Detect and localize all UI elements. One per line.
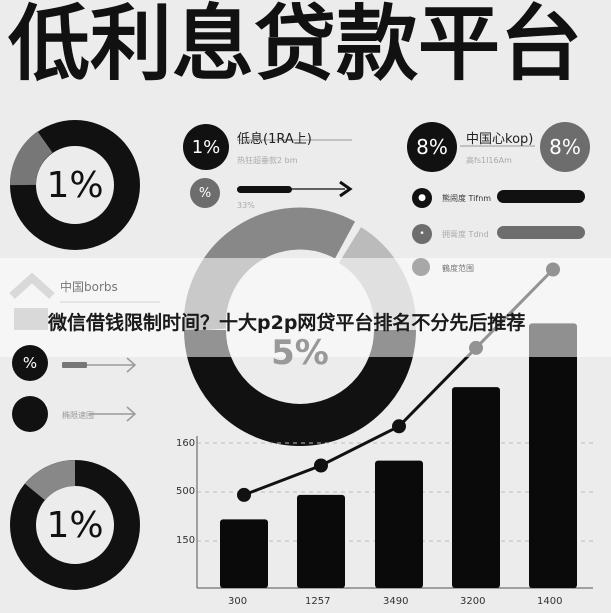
- row-label: 熊闹度 Tifnm: [442, 194, 492, 203]
- donut-bottom-left: [10, 460, 140, 590]
- progress-label: 33%: [237, 201, 255, 210]
- trend-point: [314, 458, 328, 473]
- row-bar: [497, 226, 585, 239]
- y-tick: 500: [176, 486, 196, 497]
- monitor-badge: [12, 396, 48, 432]
- percent-badge: %: [190, 178, 220, 208]
- x-tick: 3200: [460, 596, 486, 607]
- clock-icon: ●: [412, 188, 432, 208]
- x-tick: 1400: [537, 596, 563, 607]
- progress-bar: [237, 186, 292, 193]
- row-label: 拥膏度 Tdnd: [442, 230, 489, 239]
- bar: [375, 460, 423, 588]
- x-tick: 1257: [305, 596, 331, 607]
- item-title: 低息(1RA上): [237, 132, 312, 147]
- banner-overlay: [0, 258, 611, 357]
- rate-badge: 8%: [407, 122, 457, 172]
- banner-headline[interactable]: 微信借钱限制时间？十大p2p网贷平台排名不分先后推荐: [48, 312, 526, 334]
- row-label: 鶴度范围: [442, 264, 474, 273]
- row-bar: [497, 190, 585, 203]
- bar: [297, 494, 345, 588]
- bar: [529, 323, 577, 588]
- item-sub: 热狂超垂款2 bm: [237, 156, 298, 165]
- y-tick: 150: [176, 535, 196, 546]
- item-sub: 高fs1I16Am: [466, 156, 512, 165]
- bar-line-chart: [196, 262, 593, 589]
- item-title: 中国心kop): [466, 132, 534, 147]
- page-title: 低利息贷款平台: [8, 0, 583, 92]
- section-title: 中国borbs: [60, 280, 118, 294]
- trend-point: [237, 487, 251, 502]
- donut-top-left: [10, 120, 140, 250]
- x-tick: 3490: [383, 596, 409, 607]
- donut-label: 5%: [271, 333, 329, 373]
- dot-icon: [412, 258, 430, 276]
- row-label: 椭限速围: [62, 411, 94, 420]
- bar: [220, 519, 268, 588]
- donut-label: 1%: [46, 504, 104, 546]
- percent-badge: %: [12, 345, 48, 381]
- progress-bar: [62, 362, 87, 368]
- y-tick: 160: [176, 438, 196, 449]
- rate-badge: 1%: [183, 124, 229, 170]
- donut-label: 1%: [46, 164, 104, 206]
- rate-badge: 8%: [540, 122, 590, 172]
- x-tick: 300: [228, 596, 248, 607]
- trend-point: [392, 419, 406, 434]
- bar: [452, 387, 500, 588]
- dot-icon: •: [412, 224, 432, 244]
